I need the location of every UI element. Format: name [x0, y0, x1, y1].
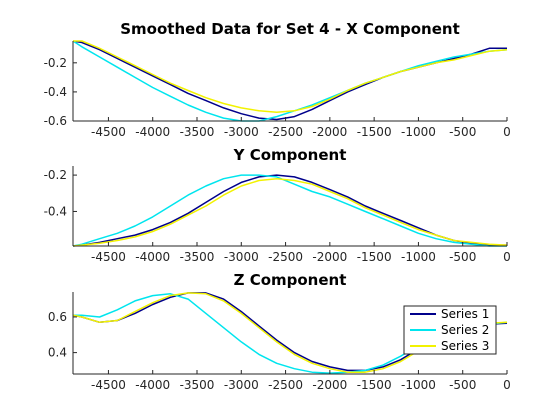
subplot-y-component: Y Component -4500 -4000 -3500 -3000 -2500 -20…	[44, 146, 511, 264]
x-tick-label: -2500	[268, 378, 303, 392]
x-tick-label: -1500	[357, 250, 392, 264]
x-tick-label: 0	[503, 250, 511, 264]
series-line-3	[73, 40, 508, 114]
plot-area: -4500 -4000 -3500 -3000 -2500 -2000 -1500 -1000…	[44, 166, 511, 264]
subplot-title: Z Component	[234, 271, 347, 289]
series-line-3	[72, 177, 508, 247]
x-tick-label: -1000	[401, 125, 436, 139]
x-tick-label: -4500	[91, 378, 126, 392]
x-tick-label: -2500	[268, 125, 303, 139]
axes-background	[73, 41, 507, 121]
x-tick-label: -3500	[180, 378, 215, 392]
y-tick-label: 0.4	[48, 346, 67, 360]
y-tick-label: 0.6	[48, 310, 67, 324]
plot-area: -4500 -4000 -3500 -3000 -2500 -2000 -1500 -1000…	[44, 40, 511, 139]
x-tick-label: -3500	[180, 250, 215, 264]
x-tick-label: 0	[503, 125, 511, 139]
x-tick-label: -500	[449, 125, 476, 139]
legend-label-series-1: Series 1	[441, 307, 489, 321]
y-tick-label: -0.4	[44, 85, 67, 99]
x-tick-label: -4500	[91, 125, 126, 139]
x-tick-label: -2500	[268, 250, 303, 264]
x-tick-label: -1000	[401, 378, 436, 392]
legend-label-series-3: Series 3	[441, 339, 489, 353]
x-tick-label: -2000	[312, 378, 347, 392]
x-tick-label: -3000	[224, 378, 259, 392]
x-tick-label: -4500	[91, 250, 126, 264]
y-tick-label: -0.2	[44, 168, 67, 182]
x-tick-label: -500	[449, 378, 476, 392]
x-tick-label: -2000	[312, 125, 347, 139]
x-tick-label: -3000	[224, 250, 259, 264]
x-tick-label: -1500	[357, 125, 392, 139]
legend: Series 1 Series 2 Series 3	[403, 305, 497, 355]
x-tick-label: -3000	[224, 125, 259, 139]
x-tick-label: -4000	[135, 250, 170, 264]
series-line-2	[72, 40, 508, 122]
subplot-title: Y Component	[233, 146, 347, 164]
x-tick-label: -1500	[357, 378, 392, 392]
x-tick-label: 0	[503, 378, 511, 392]
x-tick-label: -2000	[312, 250, 347, 264]
subplot-title: Smoothed Data for Set 4 - X Component	[120, 20, 460, 38]
legend-label-series-2: Series 2	[441, 323, 489, 337]
x-tick-label: -4000	[135, 125, 170, 139]
y-tick-label: -0.4	[44, 204, 67, 218]
x-tick-label: -3500	[180, 125, 215, 139]
x-tick-label: -1000	[401, 250, 436, 264]
x-tick-label: -500	[449, 250, 476, 264]
series-line-2	[72, 174, 507, 247]
x-tick-label: -4000	[135, 378, 170, 392]
subplot-x-component: Smoothed Data for Set 4 - X Component -4…	[44, 20, 511, 139]
y-tick-label: -0.2	[44, 56, 67, 70]
y-tick-label: -0.6	[44, 114, 67, 128]
